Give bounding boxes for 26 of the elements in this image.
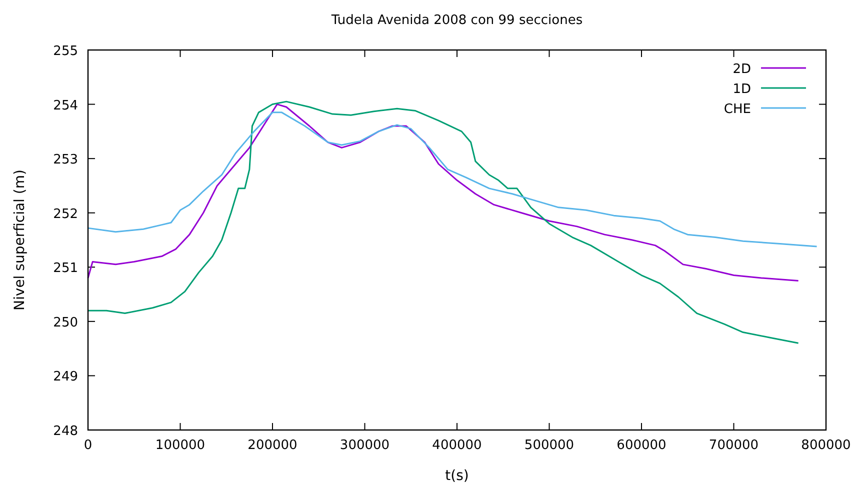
- y-tick-label: 248: [53, 424, 78, 439]
- x-tick-label: 0: [84, 438, 92, 453]
- x-tick-label: 400000: [432, 438, 482, 453]
- line-series: [87, 112, 818, 248]
- legend-label: 2D: [732, 62, 751, 77]
- x-tick-label: 800000: [801, 438, 851, 453]
- y-tick-label: 251: [53, 261, 78, 276]
- y-tick-label: 255: [53, 44, 78, 59]
- x-tick-label: 600000: [616, 438, 666, 453]
- legend-label: 1D: [732, 82, 751, 97]
- chart-title: Tudela Avenida 2008 con 99 secciones: [330, 13, 583, 28]
- legend-label: CHE: [724, 102, 751, 117]
- x-tick-label: 200000: [248, 438, 298, 453]
- x-tick-label: 500000: [524, 438, 574, 453]
- line-series: [87, 104, 800, 282]
- x-tick-label: 100000: [155, 438, 206, 453]
- y-axis-title: Nivel superficial (m): [12, 170, 28, 310]
- line-series: [87, 100, 800, 344]
- y-tick-label: 254: [53, 98, 78, 114]
- x-tick-label: 300000: [340, 438, 390, 453]
- y-tick-label: 252: [53, 206, 78, 222]
- y-tick-label: 250: [53, 315, 78, 330]
- x-tick-label: 700000: [708, 438, 759, 453]
- y-tick-label: 253: [53, 152, 78, 168]
- y-tick-label: 249: [53, 370, 78, 385]
- x-axis-title: t(s): [445, 468, 469, 484]
